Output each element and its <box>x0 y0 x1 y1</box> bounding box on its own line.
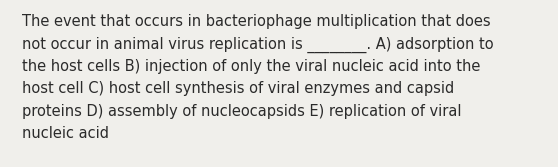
Text: the host cells B) injection of only the viral nucleic acid into the: the host cells B) injection of only the … <box>22 59 480 74</box>
Text: proteins D) assembly of nucleocapsids E) replication of viral: proteins D) assembly of nucleocapsids E)… <box>22 104 461 119</box>
Text: not occur in animal virus replication is ________. A) adsorption to: not occur in animal virus replication is… <box>22 37 494 53</box>
Text: The event that occurs in bacteriophage multiplication that does: The event that occurs in bacteriophage m… <box>22 14 490 29</box>
Text: nucleic acid: nucleic acid <box>22 126 109 141</box>
Text: host cell C) host cell synthesis of viral enzymes and capsid: host cell C) host cell synthesis of vira… <box>22 81 454 97</box>
